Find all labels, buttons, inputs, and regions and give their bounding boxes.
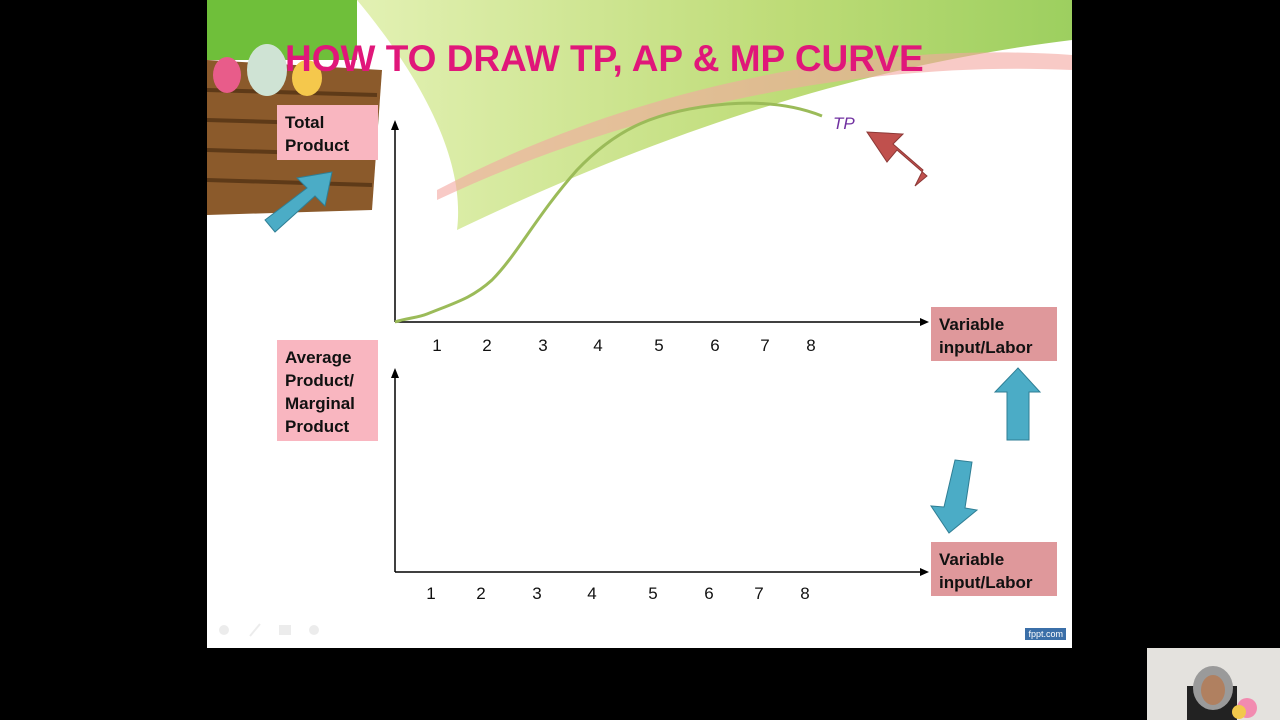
pink-swoosh xyxy=(437,52,1072,200)
top-x-tick: 7 xyxy=(760,336,770,355)
top-y-axis-arrowhead xyxy=(391,120,399,130)
bottom-x-tick: 1 xyxy=(426,584,436,603)
green-swoosh xyxy=(357,0,1072,230)
slideshow-controls xyxy=(219,623,319,637)
tp-curve-label: TP xyxy=(833,114,855,133)
slide-title: HOW TO DRAW TP, AP & MP CURVE xyxy=(285,38,924,79)
bottom-x-tick: 6 xyxy=(704,584,714,603)
bottom-x-tick: 2 xyxy=(476,584,486,603)
top-x-tick: 6 xyxy=(710,336,720,355)
bottom-x-tick: 4 xyxy=(587,584,597,603)
top-x-tick: 5 xyxy=(654,336,664,355)
bottom-x-tick: 5 xyxy=(648,584,658,603)
top-x-tick: 4 xyxy=(593,336,603,355)
bottom-x-tick: 8 xyxy=(800,584,810,603)
top-x-tick: 1 xyxy=(432,336,442,355)
bottom-x-axis-arrowhead xyxy=(920,568,929,576)
average-marginal-product-label: Average Product/ Marginal Product xyxy=(277,340,378,441)
top-x-axis-label: Variable input/Labor xyxy=(931,307,1057,361)
blue-arrow-up-right-icon xyxy=(264,171,333,233)
presenter-webcam xyxy=(1147,648,1280,720)
bottom-x-axis-label: Variable input/Labor xyxy=(931,542,1057,596)
top-x-axis-arrowhead xyxy=(920,318,929,326)
bottom-x-tick: 3 xyxy=(532,584,542,603)
presenter-video-icon xyxy=(1147,648,1280,720)
top-x-tick: 2 xyxy=(482,336,492,355)
blue-arrow-down-icon xyxy=(930,459,979,534)
top-x-tick: 3 xyxy=(538,336,548,355)
tp-curve xyxy=(394,101,823,324)
fppt-watermark: fppt.com xyxy=(1025,628,1066,640)
red-arrow-up-left-icon xyxy=(866,131,928,187)
bottom-x-tick: 7 xyxy=(754,584,764,603)
bottom-y-axis-arrowhead xyxy=(391,368,399,378)
presentation-slide: HOW TO DRAW TP, AP & MP CURVE Total Prod… xyxy=(207,0,1072,648)
top-x-tick: 8 xyxy=(806,336,816,355)
total-product-label: Total Product xyxy=(277,105,378,160)
blue-arrow-up-icon xyxy=(993,367,1042,441)
